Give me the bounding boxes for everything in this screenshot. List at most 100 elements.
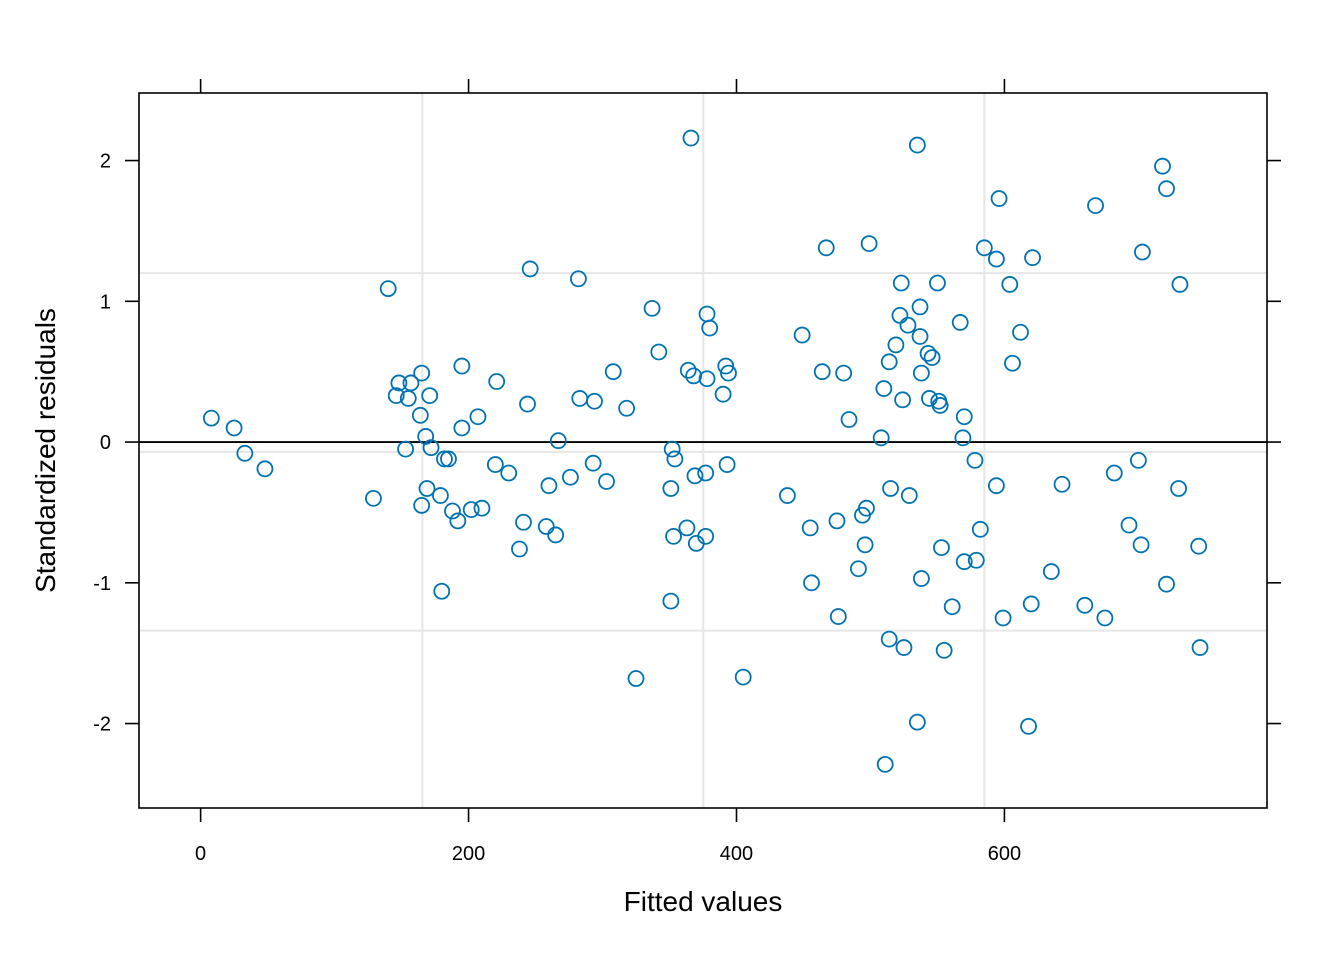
data-point	[1171, 276, 1189, 293]
data-point	[931, 397, 949, 414]
data-point	[682, 129, 700, 147]
data-point	[433, 582, 451, 600]
data-point	[1020, 717, 1037, 735]
data-point	[486, 456, 504, 473]
data-point	[402, 374, 420, 392]
data-point	[880, 353, 898, 371]
data-point	[515, 513, 532, 531]
data-point	[840, 411, 858, 428]
data-point	[1087, 197, 1104, 214]
data-point	[598, 473, 615, 490]
data-point	[686, 467, 704, 485]
plot-panel-frame	[138, 92, 1268, 809]
data-point	[891, 306, 909, 324]
data-point	[643, 299, 661, 317]
data-point	[835, 364, 853, 382]
data-point	[911, 298, 929, 316]
data-point	[422, 439, 440, 457]
data-point	[1191, 639, 1209, 656]
data-point	[1134, 243, 1151, 261]
data-point	[698, 305, 716, 323]
data-point	[717, 357, 735, 375]
data-point	[413, 496, 431, 514]
data-point	[860, 235, 878, 253]
data-point	[813, 363, 831, 381]
x-axis-title: Fitted values	[624, 886, 783, 917]
data-point	[1129, 451, 1147, 469]
data-point	[627, 670, 645, 687]
x-tick-label: 400	[720, 843, 753, 865]
data-point	[734, 668, 752, 686]
data-point	[875, 380, 893, 397]
data-point	[584, 454, 602, 472]
data-point	[1012, 323, 1029, 341]
data-point	[1024, 249, 1041, 267]
data-point	[900, 487, 918, 504]
data-point	[714, 385, 732, 403]
data-point	[908, 136, 926, 154]
data-point	[912, 364, 930, 382]
data-point	[570, 270, 587, 288]
data-point	[379, 280, 397, 298]
data-point	[793, 326, 811, 344]
data-point	[908, 713, 926, 731]
data-point	[923, 349, 941, 367]
data-point	[887, 336, 905, 354]
data-point	[882, 480, 899, 497]
data-point	[921, 390, 938, 407]
data-point	[966, 451, 984, 469]
data-point	[935, 641, 953, 659]
data-point	[500, 464, 518, 482]
data-point	[892, 274, 910, 292]
data-point	[540, 477, 558, 495]
data-point	[453, 419, 471, 437]
data-point	[511, 540, 528, 558]
data-point	[987, 477, 1005, 495]
data-point	[971, 520, 989, 538]
data-point	[666, 450, 684, 468]
data-point	[929, 274, 946, 292]
data-point	[895, 639, 913, 656]
data-point	[967, 551, 985, 569]
data-point	[975, 239, 993, 257]
data-point	[1190, 537, 1208, 555]
data-point	[547, 526, 565, 544]
data-point	[987, 250, 1005, 268]
data-point	[912, 570, 930, 587]
data-point	[919, 344, 937, 362]
data-point	[561, 468, 579, 486]
y-axis-title: Standardized residuals	[30, 308, 61, 593]
y-tick-label: 1	[100, 291, 111, 313]
data-point	[399, 390, 417, 407]
data-point	[911, 328, 929, 345]
data-point	[397, 440, 414, 458]
data-point	[876, 755, 894, 773]
data-point	[933, 539, 950, 557]
x-tick-label: 200	[452, 843, 485, 865]
data-point	[880, 630, 898, 648]
y-tick-label: -2	[93, 714, 111, 736]
data-point	[894, 391, 912, 409]
data-point	[1022, 595, 1040, 613]
data-point	[650, 343, 668, 361]
data-point	[817, 239, 835, 257]
data-point	[697, 527, 715, 545]
data-point	[718, 456, 736, 473]
data-point	[778, 487, 796, 504]
data-point	[202, 409, 220, 427]
data-point	[1158, 575, 1175, 593]
data-point	[1132, 536, 1150, 554]
data-point	[1004, 354, 1021, 372]
data-point	[955, 553, 973, 571]
data-point	[537, 518, 555, 535]
data-point	[436, 450, 453, 468]
data-point	[236, 444, 254, 462]
data-point	[1105, 464, 1123, 482]
data-point	[858, 499, 875, 517]
data-point	[829, 608, 847, 625]
data-point	[943, 598, 961, 616]
data-point	[256, 460, 274, 478]
data-point	[679, 361, 697, 379]
data-point	[411, 406, 429, 424]
